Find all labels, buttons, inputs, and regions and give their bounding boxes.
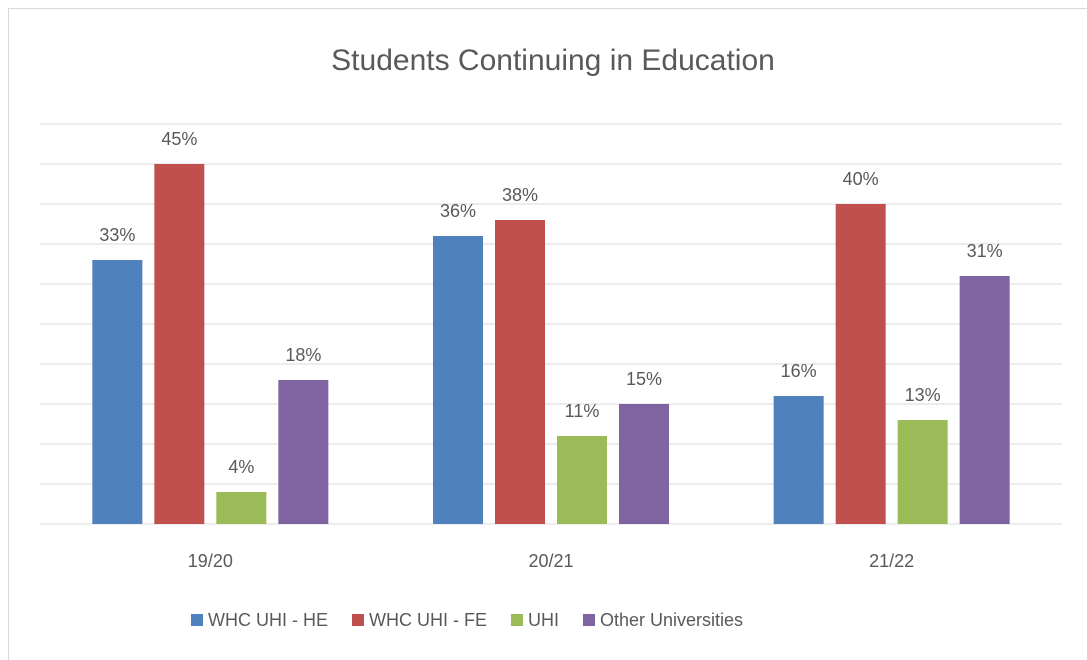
legend-swatch bbox=[191, 614, 203, 626]
data-label: 31% bbox=[967, 241, 1003, 261]
bar bbox=[619, 404, 669, 524]
data-label: 15% bbox=[626, 369, 662, 389]
bar bbox=[897, 420, 948, 524]
bar bbox=[433, 236, 483, 524]
bar bbox=[495, 220, 545, 524]
data-label: 40% bbox=[843, 169, 879, 189]
x-tick-label: 19/20 bbox=[188, 551, 233, 571]
bar bbox=[959, 276, 1010, 524]
x-tick-label: 21/22 bbox=[869, 551, 914, 571]
bar bbox=[92, 260, 143, 524]
data-label: 33% bbox=[99, 225, 135, 245]
data-label: 16% bbox=[781, 361, 817, 381]
data-label: 13% bbox=[905, 385, 941, 405]
data-label: 4% bbox=[228, 457, 254, 477]
legend-swatch bbox=[352, 614, 364, 626]
legend-label: UHI bbox=[528, 610, 559, 630]
bar bbox=[557, 436, 607, 524]
data-label: 45% bbox=[161, 129, 197, 149]
data-label: 38% bbox=[502, 185, 538, 205]
chart-title: Students Continuing in Education bbox=[331, 44, 775, 77]
data-label: 18% bbox=[285, 345, 321, 365]
x-tick-label: 20/21 bbox=[528, 551, 573, 571]
bar bbox=[154, 164, 205, 524]
legend-swatch bbox=[582, 614, 595, 626]
legend-label: WHC UHI - HE bbox=[208, 610, 328, 630]
bar bbox=[773, 396, 824, 524]
data-label: 11% bbox=[565, 401, 600, 421]
bar bbox=[216, 492, 267, 524]
data-label: 36% bbox=[440, 201, 476, 221]
legend-label: Other Universities bbox=[600, 610, 743, 630]
legend-label: WHC UHI - FE bbox=[369, 610, 487, 630]
bar bbox=[835, 204, 886, 524]
bar bbox=[278, 380, 329, 524]
legend-swatch bbox=[510, 614, 523, 626]
